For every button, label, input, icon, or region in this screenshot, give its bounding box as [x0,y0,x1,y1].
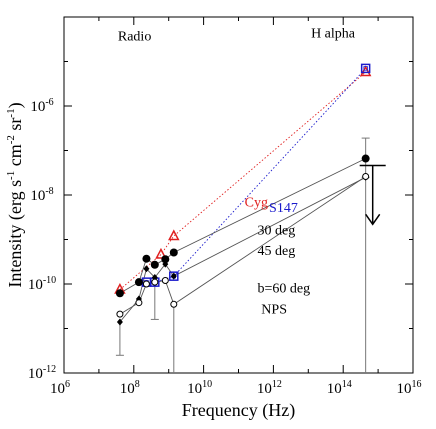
plot-frame [63,16,414,374]
30deg-point [169,248,178,257]
s147-point-inner [363,66,368,71]
nps-annotation: NPS [261,302,287,317]
45deg-annotation: 45 deg [257,244,295,259]
60deg-point [362,173,370,181]
60deg-annotation: b=60 deg [257,281,310,296]
halpha-annotation: H alpha [311,26,356,41]
y-axis-label: Intensity (erg s-1 cm-2 sr-1) [5,102,26,287]
s147-point [169,271,179,281]
60deg-point [161,276,169,284]
30deg-annotation: 30 deg [257,223,295,238]
y-tick-label: 10-10 [28,275,56,293]
radio-annotation: Radio [118,29,151,44]
x-axis-label: Frequency (Hz) [182,400,295,421]
60deg-point [151,278,159,286]
s147-annotation: S147 [269,201,298,216]
x-tick-label: 108 [120,379,140,397]
cyg-point [359,65,372,77]
30deg-point [142,254,151,263]
45deg-point [170,272,177,280]
x-tick-label: 106 [50,379,70,397]
45deg-point [143,265,150,273]
y-tick-label: 10-12 [28,364,56,382]
30deg-point [134,278,143,287]
60deg-point [170,300,178,308]
60deg-point [116,310,124,318]
45deg-series-line [119,176,366,323]
30deg-point [161,255,170,264]
60deg-point [135,299,143,307]
x-tick-label: 1016 [397,379,422,397]
x-tick-label: 1012 [257,379,282,397]
60deg-point [142,280,150,288]
y-tick-label: 10-8 [30,186,53,204]
30deg-point [150,260,159,269]
cyg-point [155,247,167,259]
45deg-point [116,318,123,326]
s147-point [360,63,371,74]
x-tick-label: 1010 [187,379,212,397]
upper-limit-arrowhead [365,213,381,226]
y-tick-label: 10-6 [30,97,53,115]
45deg-point [162,260,169,268]
cyg-annotation: Cyg [245,196,268,211]
30deg-point [115,289,124,298]
x-tick-label: 1014 [327,379,352,397]
60deg-series-line [119,176,366,315]
cyg-point [168,229,180,241]
30deg-series-line [119,158,366,294]
30deg-point [361,154,370,163]
